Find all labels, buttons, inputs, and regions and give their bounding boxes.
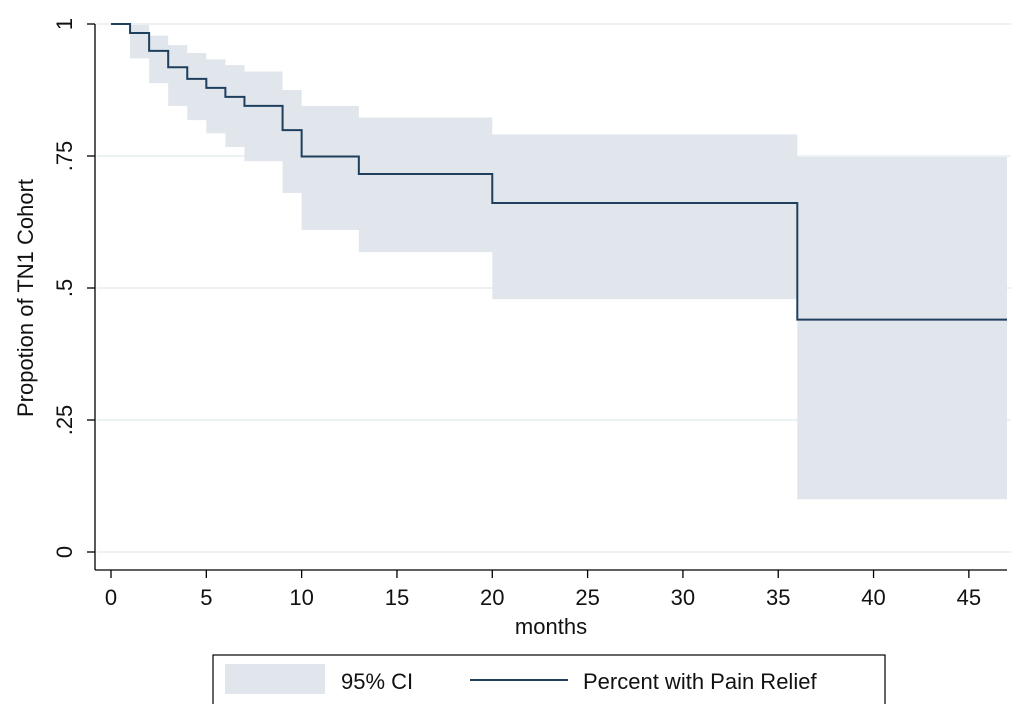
y-tick-label: 0 <box>52 546 77 558</box>
x-tick-label: 0 <box>105 585 117 610</box>
y-axis-title: Propotion of TN1 Cohort <box>13 179 38 417</box>
x-tick-label: 5 <box>200 585 212 610</box>
y-tick-label: .5 <box>52 279 77 297</box>
y-tick-label: .75 <box>52 141 77 172</box>
y-tick-label: .25 <box>52 405 77 436</box>
y-tick-label: 1 <box>52 18 77 30</box>
ci-band-layer <box>130 25 1007 499</box>
x-tick-label: 15 <box>385 585 409 610</box>
x-tick-label: 10 <box>289 585 313 610</box>
x-axis-title: months <box>515 614 587 639</box>
legend-ci-swatch <box>225 664 325 694</box>
legend-ci-label: 95% CI <box>341 669 413 694</box>
x-tick-label: 30 <box>671 585 695 610</box>
x-tick-label: 25 <box>575 585 599 610</box>
legend: 95% CI Percent with Pain Relief <box>213 655 885 704</box>
x-tick-label: 45 <box>957 585 981 610</box>
ci-band <box>130 25 1007 499</box>
legend-series-label: Percent with Pain Relief <box>583 669 817 694</box>
x-tick-label: 40 <box>861 585 885 610</box>
x-tick-label: 35 <box>766 585 790 610</box>
x-tick-label: 20 <box>480 585 504 610</box>
